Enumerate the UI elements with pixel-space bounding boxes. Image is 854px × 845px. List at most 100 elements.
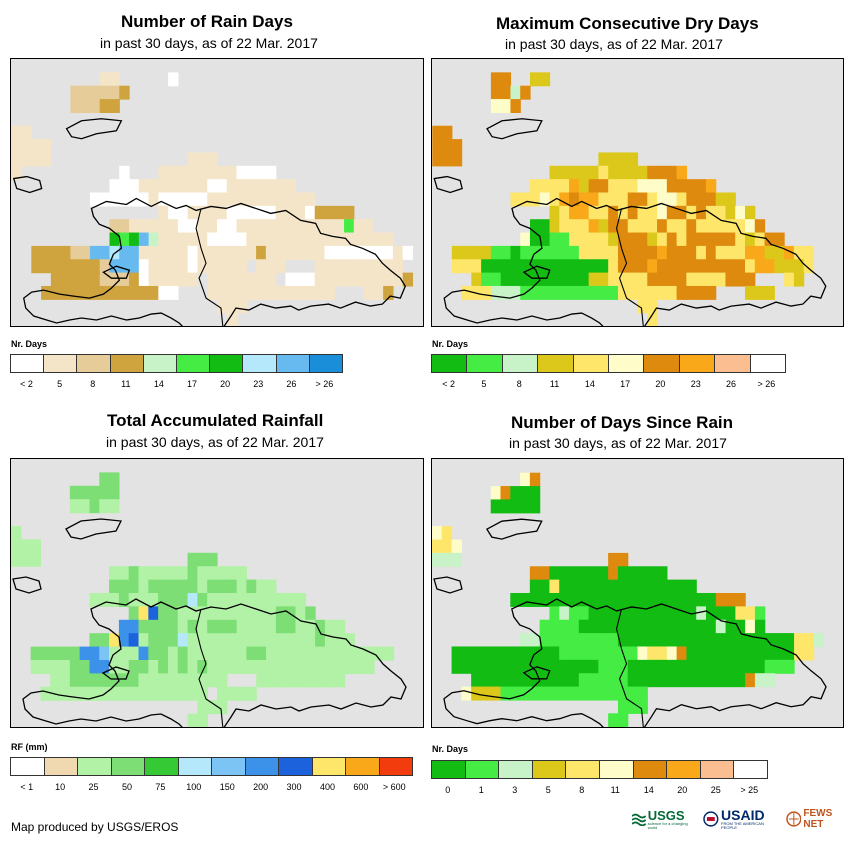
grid-cell xyxy=(657,619,668,634)
grid-cell xyxy=(207,593,218,607)
grid-cell xyxy=(275,219,287,234)
grid-cell xyxy=(226,165,238,180)
grid-cell xyxy=(256,245,267,260)
grid-cell xyxy=(471,259,482,274)
grid-cell xyxy=(569,165,580,180)
grid-cell xyxy=(520,272,531,287)
grid-cell xyxy=(539,272,551,287)
grid-cell xyxy=(666,245,678,260)
legend-bar xyxy=(431,760,768,779)
grid-cell xyxy=(520,593,531,607)
grid-cell xyxy=(500,272,512,287)
grid-cell xyxy=(207,633,218,648)
grid-cell xyxy=(217,700,228,715)
grid-cell xyxy=(324,245,335,260)
grid-cell xyxy=(764,646,776,661)
grid-cell xyxy=(627,659,639,674)
legend-swatch xyxy=(77,355,111,372)
grid-cell xyxy=(706,619,717,634)
grid-cell xyxy=(647,179,658,194)
grid-cell xyxy=(725,619,736,634)
map-days-since-rain[interactable] xyxy=(431,458,844,728)
grid-cell xyxy=(490,673,502,688)
grid-cell xyxy=(598,619,609,634)
grid-cell xyxy=(295,606,306,621)
grid-cell xyxy=(608,245,619,260)
map-max-dry-days[interactable] xyxy=(431,58,844,327)
grid-cell xyxy=(119,85,130,100)
legend-label: 17 xyxy=(187,379,198,389)
grid-cell xyxy=(490,99,502,113)
grid-cell xyxy=(471,272,482,287)
grid-cell xyxy=(148,259,159,274)
grid-cell xyxy=(735,673,746,688)
grid-cell xyxy=(598,219,609,234)
grid-cell xyxy=(784,259,795,274)
grid-cell xyxy=(432,125,443,140)
grid-cell xyxy=(754,673,766,688)
legend-swatch xyxy=(243,355,277,372)
legend-title: Nr. Days xyxy=(432,744,469,754)
grid-cell xyxy=(530,232,541,247)
grid-cell xyxy=(265,179,277,194)
legend-swatch xyxy=(309,355,343,372)
grid-cell xyxy=(715,245,727,260)
grid-cell xyxy=(715,205,727,220)
grid-cell xyxy=(432,152,443,167)
grid-cell xyxy=(754,619,766,634)
grid-cell xyxy=(539,686,551,701)
grid-cell xyxy=(275,593,287,607)
grid-cell xyxy=(588,673,599,688)
grid-cell xyxy=(177,192,189,207)
grid-cell xyxy=(578,259,590,274)
grid-cell xyxy=(275,179,287,194)
grid-cell xyxy=(744,285,756,300)
grid-cell xyxy=(177,232,189,247)
coastline xyxy=(65,118,123,140)
grid-cell xyxy=(138,245,150,260)
grid-cell xyxy=(207,205,218,220)
grid-cell xyxy=(314,285,326,300)
grid-cell xyxy=(344,232,355,247)
national-border xyxy=(616,208,644,326)
grid-cell xyxy=(217,205,228,220)
grid-cell xyxy=(60,673,71,688)
grid-cell xyxy=(128,686,140,701)
grid-cell xyxy=(305,633,316,648)
grid-cell xyxy=(69,660,81,674)
grid-cell xyxy=(666,192,678,207)
grid-cell xyxy=(754,633,766,648)
legend-swatch xyxy=(177,355,211,372)
grid-cell xyxy=(138,259,150,274)
grid-cell xyxy=(676,619,688,634)
grid-cell xyxy=(696,646,707,661)
grid-cell xyxy=(715,673,727,688)
grid-cell xyxy=(666,579,678,594)
grid-cell xyxy=(539,219,551,234)
grid-cell xyxy=(657,232,668,247)
grid-cell xyxy=(627,646,639,661)
grid-cell xyxy=(715,633,727,648)
grid-cell xyxy=(745,659,756,674)
grid-cell xyxy=(207,673,218,688)
grid-cell xyxy=(588,232,600,247)
grid-cell xyxy=(168,259,179,274)
map-canvas xyxy=(432,72,827,326)
grid-cell xyxy=(167,633,179,648)
legend-swatch xyxy=(312,758,346,775)
grid-cell xyxy=(236,205,247,220)
grid-cell xyxy=(207,259,218,274)
legend-swatch xyxy=(11,355,45,372)
legend-swatch xyxy=(599,761,634,778)
grid-cell xyxy=(617,713,629,727)
grid-cell xyxy=(598,272,609,287)
grid-cell xyxy=(637,619,648,634)
map-rain-days[interactable] xyxy=(10,58,424,327)
grid-cell xyxy=(637,192,648,207)
grid-cell xyxy=(569,232,580,247)
map-total-rainfall[interactable] xyxy=(10,458,424,728)
usgs-wave-icon xyxy=(632,813,646,826)
grid-cell xyxy=(608,673,619,688)
grid-cell xyxy=(578,179,590,194)
grid-cell xyxy=(265,165,277,180)
